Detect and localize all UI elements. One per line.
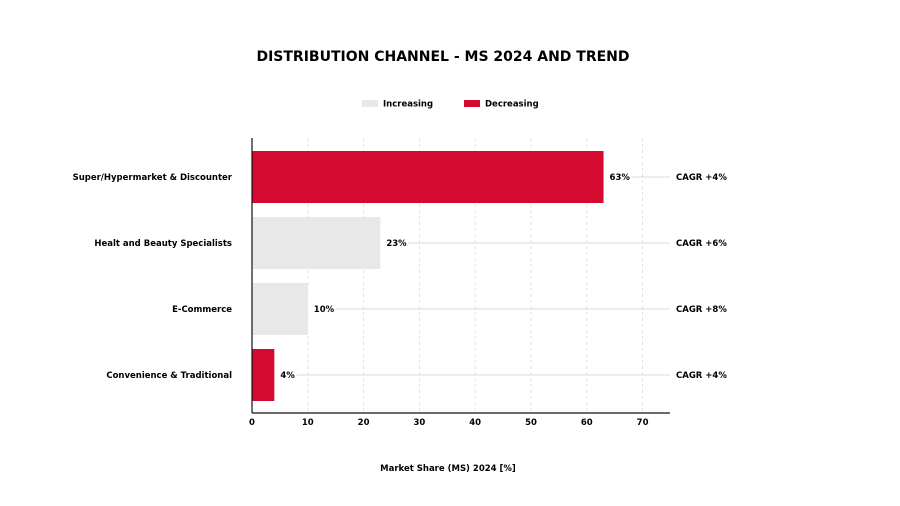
category-label: Super/Hypermarket & Discounter <box>73 173 233 183</box>
category-label: Healt and Beauty Specialists <box>94 239 232 249</box>
chart-title: DISTRIBUTION CHANNEL - MS 2024 AND TREND <box>256 49 629 65</box>
category-label: E-Commerce <box>172 305 232 315</box>
labels: Super/Hypermarket & Discounter 63% CAGR +4… <box>73 173 728 381</box>
x-tick-label: 60 <box>581 418 593 428</box>
x-tick-label: 10 <box>302 418 314 428</box>
legend-swatch-decreasing <box>464 100 480 107</box>
legend: Increasing Decreasing <box>362 100 539 110</box>
data-label: 63% <box>610 173 631 183</box>
x-tick-label: 20 <box>358 418 370 428</box>
cagr-label: CAGR +4% <box>676 371 727 381</box>
legend-swatch-increasing <box>362 100 378 107</box>
cagr-label: CAGR +8% <box>676 305 727 315</box>
x-tick-label: 40 <box>469 418 481 428</box>
x-tick-label: 50 <box>525 418 537 428</box>
axes: 0 10 20 30 40 50 60 70 <box>249 138 670 428</box>
x-tick-label: 70 <box>637 418 649 428</box>
legend-label-increasing: Increasing <box>383 100 433 110</box>
bars <box>252 151 604 401</box>
data-label: 4% <box>280 371 295 381</box>
x-tick-label: 30 <box>413 418 425 428</box>
x-axis-title: Market Share (MS) 2024 [%] <box>380 464 516 474</box>
bar <box>252 283 308 335</box>
bar <box>252 151 604 203</box>
category-label: Convenience & Traditional <box>106 371 232 381</box>
gridlines <box>307 138 643 413</box>
legend-label-decreasing: Decreasing <box>485 100 539 110</box>
cagr-label: CAGR +6% <box>676 239 727 249</box>
cagr-connectors <box>296 176 670 376</box>
x-tick-label: 0 <box>249 418 255 428</box>
cagr-label: CAGR +4% <box>676 173 727 183</box>
data-label: 10% <box>314 305 335 315</box>
bar <box>252 349 275 401</box>
bar <box>252 217 381 269</box>
data-label: 23% <box>386 239 407 249</box>
